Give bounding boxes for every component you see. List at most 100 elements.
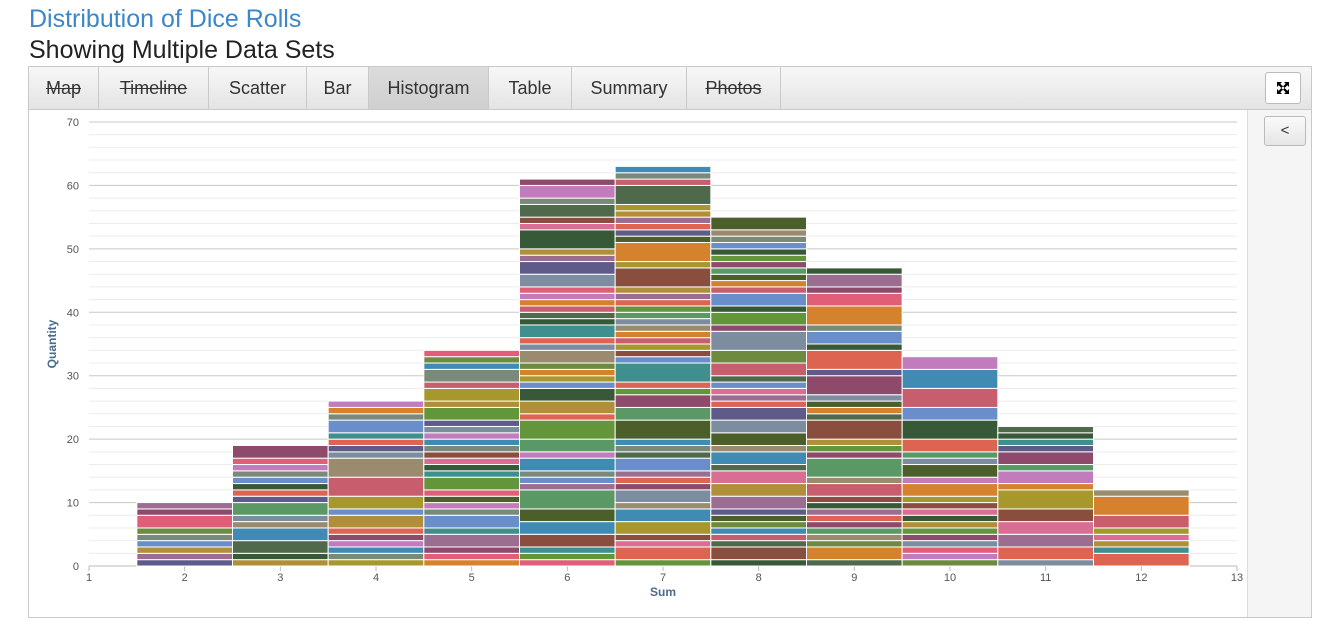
histogram-segment-5 — [423, 552, 521, 561]
histogram-segment-10 — [901, 476, 999, 485]
histogram-segment-5 — [423, 432, 521, 440]
histogram-segment-8 — [710, 349, 807, 364]
tab-timeline-label: Timeline — [119, 78, 188, 98]
histogram-segment-4 — [327, 419, 425, 434]
histogram-segment-8 — [710, 432, 807, 446]
histogram-segment-5 — [423, 381, 521, 389]
histogram-segment-7 — [614, 457, 712, 472]
histogram-segment-7 — [614, 387, 712, 396]
histogram-segment-8 — [710, 324, 807, 332]
histogram-segment-7 — [614, 533, 712, 542]
histogram-segment-4 — [327, 546, 425, 554]
histogram-segment-9 — [806, 419, 903, 440]
histogram-segment-9 — [806, 514, 903, 523]
histogram-segment-7 — [614, 165, 712, 174]
histogram-segment-11 — [997, 546, 1094, 561]
histogram-segment-8 — [710, 451, 807, 466]
tab-map[interactable]: Map — [29, 67, 99, 109]
histogram-segment-11 — [997, 432, 1094, 440]
histogram-segment-9 — [806, 527, 903, 535]
histogram-segment-5 — [423, 406, 521, 421]
histogram-segment-2 — [136, 502, 233, 510]
y-tick-label: 0 — [73, 561, 79, 573]
y-tick-label: 70 — [67, 117, 79, 129]
histogram-segment-6 — [519, 318, 616, 326]
histogram-segment-5 — [423, 476, 521, 491]
histogram-segment-9 — [806, 508, 903, 516]
histogram-segment-12 — [1093, 533, 1190, 542]
histogram-segment-8 — [710, 280, 807, 288]
histogram-segment-3 — [232, 527, 329, 542]
histogram-segment-9 — [806, 292, 903, 307]
histogram-segment-11 — [997, 483, 1094, 491]
histogram-segment-3 — [232, 444, 329, 459]
histogram-segment-10 — [901, 368, 999, 389]
histogram-segment-11 — [997, 444, 1094, 453]
page-title[interactable]: Distribution of Dice Rolls — [29, 5, 302, 33]
histogram-segment-7 — [614, 419, 712, 440]
histogram-segment-12 — [1093, 552, 1190, 567]
histogram-segment-6 — [519, 273, 616, 288]
histogram-segment-9 — [806, 368, 903, 377]
histogram-segment-9 — [806, 394, 903, 402]
histogram-segment-8 — [710, 216, 807, 231]
histogram-segment-6 — [519, 324, 616, 339]
tab-table[interactable]: Table — [489, 67, 572, 109]
histogram-segment-7 — [614, 356, 712, 364]
x-tick-label: 11 — [1040, 572, 1051, 584]
tab-bar[interactable]: Bar — [307, 67, 369, 109]
histogram-segment-6 — [519, 311, 616, 320]
histogram-segment-8 — [710, 521, 807, 529]
collapse-sidebar-button[interactable]: < — [1264, 116, 1306, 146]
histogram-segment-8 — [710, 248, 807, 256]
histogram-segment-7 — [614, 508, 712, 523]
tab-histogram[interactable]: Histogram — [369, 67, 489, 109]
histogram-segment-10 — [901, 514, 999, 523]
fullscreen-button[interactable] — [1265, 72, 1301, 104]
tab-summary[interactable]: Summary — [572, 67, 687, 109]
tab-scatter[interactable]: Scatter — [209, 67, 307, 109]
histogram-segment-7 — [614, 299, 712, 307]
y-tick-label: 50 — [67, 244, 79, 256]
histogram-segment-3 — [232, 552, 329, 561]
histogram-segment-11 — [997, 533, 1094, 548]
histogram-segment-7 — [614, 235, 712, 244]
histogram-segment-6 — [519, 203, 616, 218]
histogram-segment-5 — [423, 349, 521, 358]
histogram-segment-8 — [710, 533, 807, 542]
x-tick-label: 5 — [469, 572, 475, 584]
histogram-segment-7 — [614, 229, 712, 237]
x-tick-label: 13 — [1231, 572, 1243, 584]
x-tick-label: 4 — [373, 572, 379, 584]
histogram-segment-5 — [423, 457, 521, 466]
histogram-segment-5 — [423, 546, 521, 554]
tab-photos[interactable]: Photos — [687, 67, 781, 109]
x-tick-label: 8 — [756, 572, 762, 584]
histogram-segment-7 — [614, 330, 712, 339]
histogram-segment-4 — [327, 438, 425, 446]
histogram-segment-8 — [710, 267, 807, 275]
histogram-segment-10 — [901, 533, 999, 542]
histogram-segment-7 — [614, 172, 712, 180]
histogram-segment-3 — [232, 457, 329, 466]
histogram-segment-9 — [806, 502, 903, 510]
histogram-segment-8 — [710, 400, 807, 408]
histogram-segment-7 — [614, 286, 712, 294]
histogram-segment-12 — [1093, 546, 1190, 554]
histogram-segment-4 — [327, 413, 425, 421]
histogram-segment-4 — [327, 508, 425, 516]
histogram-segment-10 — [901, 483, 999, 497]
histogram-segment-5 — [423, 527, 521, 535]
x-tick-label: 12 — [1135, 572, 1147, 584]
histogram-segment-6 — [519, 261, 616, 275]
histogram-segment-4 — [327, 444, 425, 453]
histogram-segment-2 — [136, 533, 233, 542]
histogram-segment-6 — [519, 197, 616, 205]
histogram-segment-3 — [232, 502, 329, 516]
histogram-segment-8 — [710, 362, 807, 377]
tab-timeline[interactable]: Timeline — [99, 67, 209, 109]
histogram-segment-7 — [614, 559, 712, 567]
options-sidebar: < — [1247, 110, 1311, 617]
histogram-segment-8 — [710, 406, 807, 421]
histogram-segment-6 — [519, 489, 616, 510]
